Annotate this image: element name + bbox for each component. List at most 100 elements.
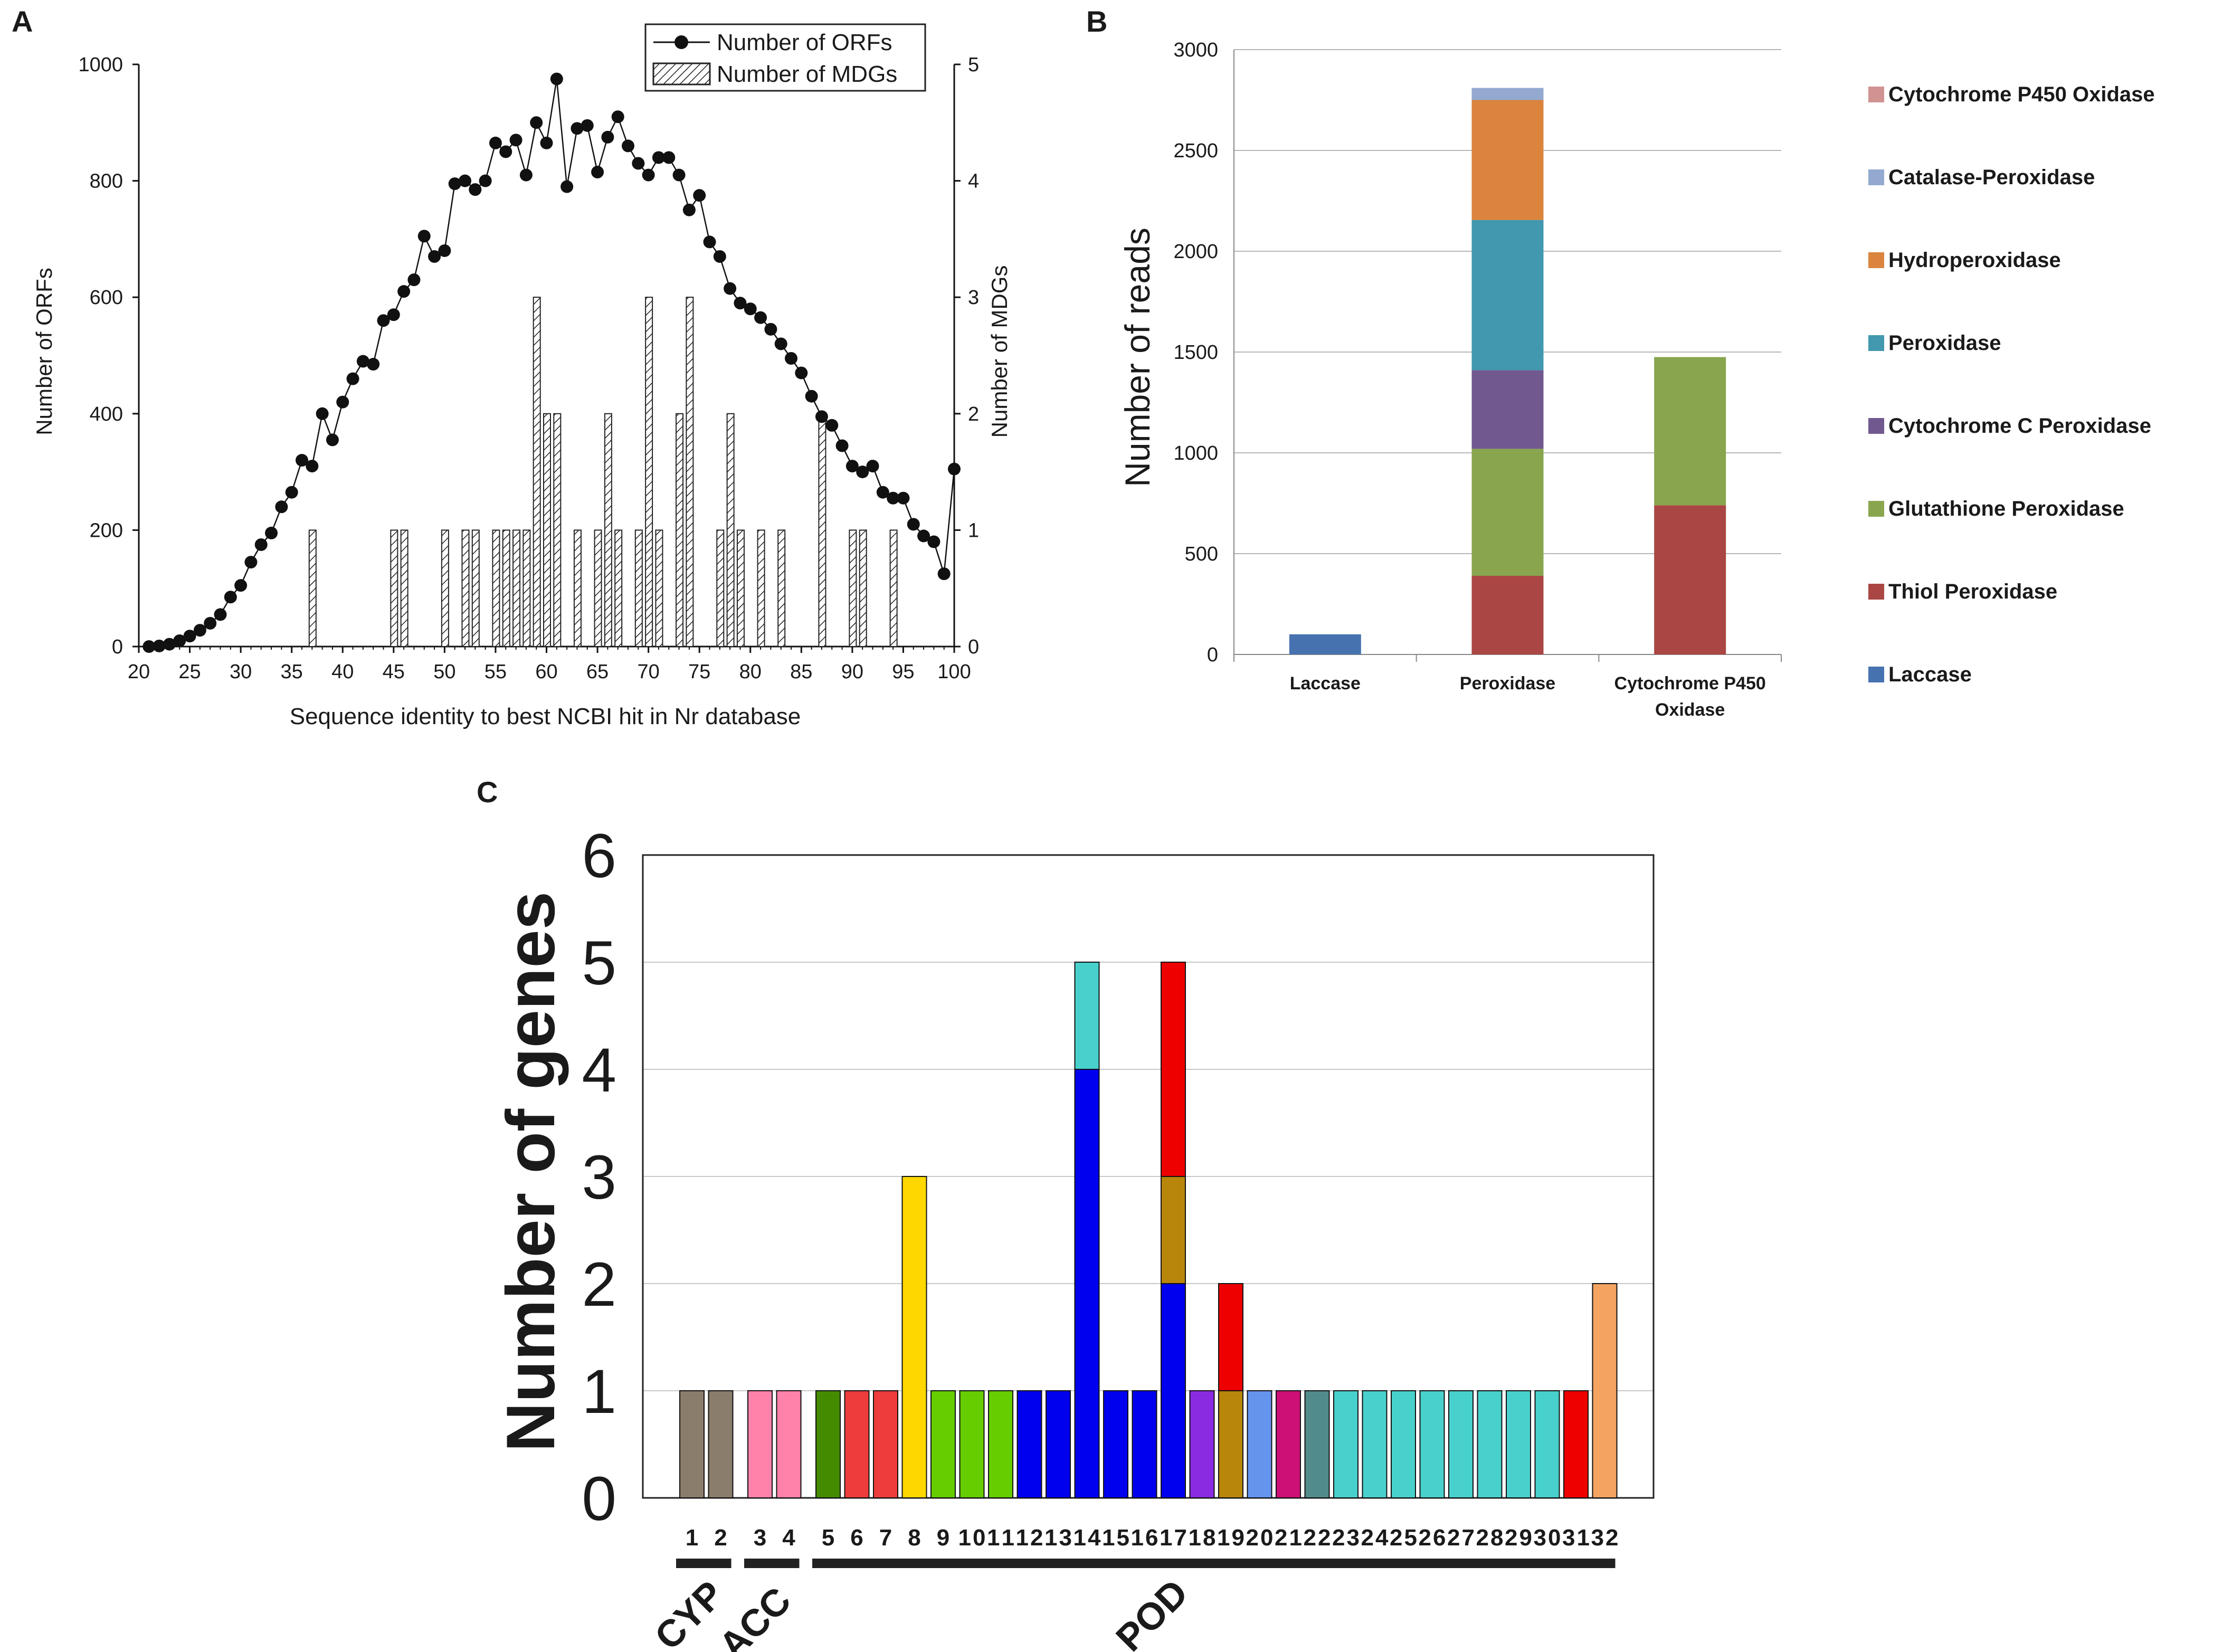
mdg-bar [676, 413, 684, 647]
mdg-bar [533, 297, 541, 647]
mdg-bar [553, 413, 562, 647]
orf-point [459, 174, 471, 187]
mdg-bar [859, 529, 867, 648]
orf-point [479, 174, 492, 187]
orf-point [917, 529, 930, 543]
gene-bar-segment [1391, 1390, 1416, 1498]
panel-c-x-tick-label: 29 [1505, 1525, 1532, 1551]
gene-bar-segment [1074, 1069, 1100, 1498]
panel-c-x-tick-label: 23 [1332, 1525, 1360, 1551]
orf-point [448, 177, 461, 191]
gene-bar-segment [1247, 1390, 1272, 1498]
gene-bar-segment [1189, 1390, 1215, 1498]
panel-a-chart: A 20 25 30 35 40 45 50 55 60 65 70 75 80 85 90 95 100020… [12, 5, 1012, 729]
orf-point [204, 616, 217, 630]
panel-a-ticks: 20 25 30 35 40 45 50 55 60 65 70 75 80 85 90 95 10002004… [78, 54, 979, 683]
orf-point [417, 230, 431, 243]
legend-swatch [1868, 418, 1884, 434]
legend-label: Cytochrome C Peroxidase [1888, 414, 2151, 438]
panel-a-y-tick-label: 400 [90, 403, 123, 425]
panel-b-legend: Cytochrome P450 Oxidase Catalase-Peroxida… [1868, 83, 2155, 686]
legend-label: Laccase [1888, 663, 1972, 686]
mdg-bar [634, 529, 643, 648]
panel-b-y-tick-label: 2000 [1173, 241, 1218, 263]
mdg-bar [390, 529, 398, 648]
panel-c-x-tick-label: 8 [908, 1525, 920, 1551]
reads-bar-segment [1471, 100, 1544, 220]
panel-a-y-tick-label: 200 [90, 519, 123, 542]
orf-point [560, 180, 574, 193]
orf-point [795, 366, 808, 379]
panel-a-x-tick-label: 85 [790, 661, 812, 683]
panel-c-x-tick-label: 19 [1217, 1525, 1244, 1551]
gene-bar-segment [1103, 1390, 1128, 1498]
panel-c-x-tick-label: 32 [1591, 1525, 1619, 1551]
orf-point [785, 352, 797, 365]
panel-a-y-axis-title: Number of ORFs [32, 268, 56, 435]
orf-point [244, 556, 258, 569]
orf-point [591, 166, 604, 179]
orf-point [907, 518, 920, 531]
panel-a-y2-tick-label: 0 [968, 636, 979, 658]
legend-label: Peroxidase [1888, 331, 2001, 355]
gene-bar-segment [959, 1390, 985, 1498]
panel-b-category-label: Oxidase [1655, 700, 1725, 720]
orf-point [744, 302, 757, 316]
reads-bar-segment [1471, 576, 1544, 654]
panel-a-x-tick-label: 70 [637, 661, 659, 683]
mdg-bar [594, 529, 602, 648]
orf-point [254, 538, 268, 551]
panel-c-bars [679, 962, 1618, 1498]
gene-bar-segment [930, 1390, 956, 1498]
orf-point [754, 311, 767, 324]
panel-c-x-tick-label: 2 [714, 1525, 727, 1551]
legend-swatch [1868, 169, 1884, 185]
panel-b-category-label: Peroxidase [1460, 673, 1555, 694]
panel-c-x-tick-label: 14 [1074, 1525, 1101, 1551]
group-bracket-pod [812, 1559, 1616, 1568]
panel-a-y2-tick-label: 4 [968, 170, 979, 193]
panel-a-y2-tick-label: 1 [968, 519, 979, 542]
mdg-bar [757, 529, 765, 648]
orf-point [713, 250, 726, 263]
orf-point [306, 460, 319, 473]
panel-c-x-tick-label: 31 [1562, 1525, 1590, 1551]
mdg-bar [726, 413, 735, 647]
orf-point [356, 355, 369, 368]
mdg-bar [736, 529, 745, 648]
gene-bar-segment [1276, 1390, 1301, 1498]
orf-point [937, 567, 951, 581]
panel-c-letter: C [477, 775, 498, 809]
group-bracket-lacc [744, 1559, 800, 1568]
mdg-bar [308, 529, 317, 648]
panel-a-y-tick-label: 800 [90, 170, 123, 193]
panel-a-y-tick-label: 1000 [78, 54, 123, 76]
legend-swatch [1868, 584, 1884, 600]
gene-bar-segment [815, 1390, 841, 1498]
gene-bar-segment [1419, 1390, 1445, 1498]
orf-point [805, 390, 818, 403]
panel-a-x-tick-label: 80 [739, 661, 762, 683]
panel-a-x-tick-label: 35 [281, 661, 303, 683]
gene-bar-segment [1333, 1390, 1358, 1498]
orf-point [407, 273, 421, 287]
panel-a-x-tick-label: 90 [841, 661, 863, 683]
panel-a-x-tick-label: 65 [586, 661, 609, 683]
mdg-bar [716, 529, 725, 648]
orf-point [183, 630, 196, 643]
panel-c-x-tick-label: 5 [822, 1525, 834, 1551]
orf-point [652, 151, 665, 164]
panel-c-y-tick-label: 1 [582, 1357, 616, 1427]
panel-c-x-tick-label: 1 [686, 1525, 698, 1551]
panel-c-x-tick-label: 30 [1534, 1525, 1561, 1551]
legend-label: Catalase-Peroxidase [1888, 166, 2095, 189]
panel-c-x-tick-label: 24 [1361, 1525, 1389, 1551]
panel-b-category-label: Laccase [1290, 673, 1361, 694]
gene-bar-segment [1448, 1390, 1474, 1498]
panel-c-x-tick-label: 13 [1044, 1525, 1072, 1551]
group-label-pod: POD [1108, 1572, 1196, 1652]
gene-bar-segment [988, 1390, 1013, 1498]
gene-bar-segment [679, 1390, 705, 1498]
gene-bar-segment [1074, 962, 1100, 1070]
reads-bar-segment [1471, 88, 1544, 100]
